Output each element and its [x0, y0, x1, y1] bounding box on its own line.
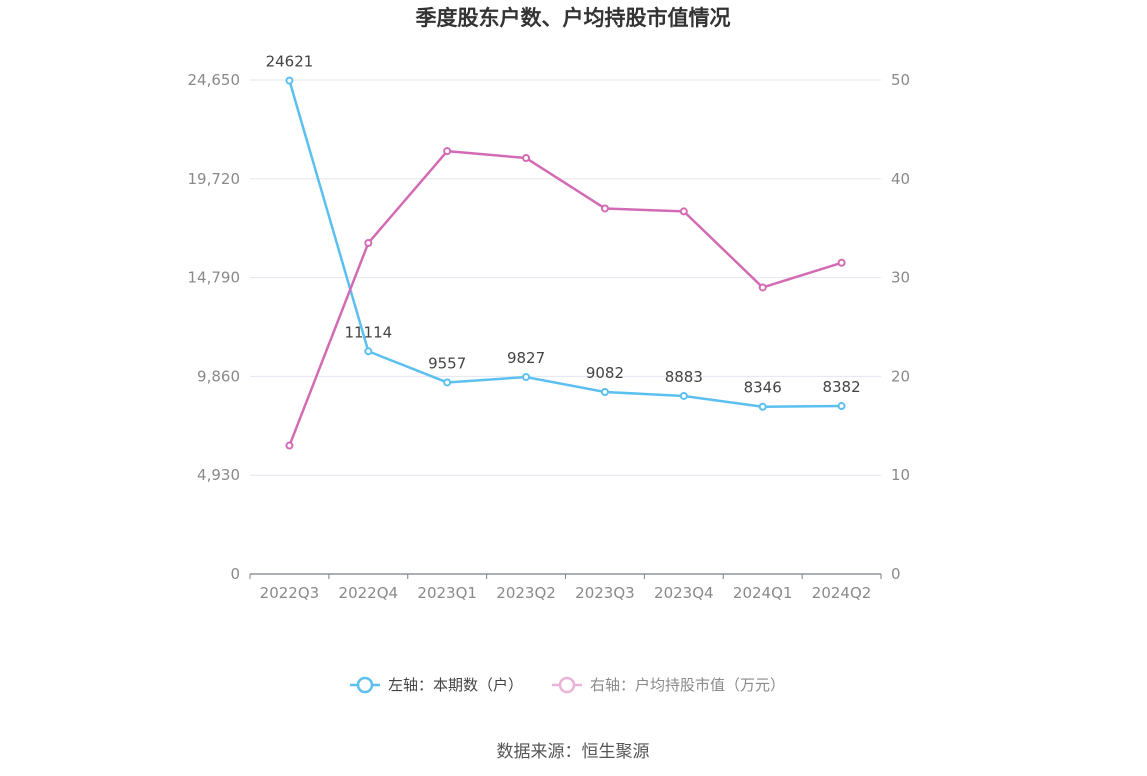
left-axis-tick-label: 19,720 — [188, 170, 241, 188]
x-axis-tick-label: 2023Q4 — [654, 584, 714, 602]
legend-marker — [558, 676, 576, 694]
x-axis-tick-label: 2024Q2 — [812, 584, 872, 602]
series-point-1[interactable] — [758, 283, 767, 292]
right-axis-tick-label: 20 — [891, 367, 910, 385]
source-note: 数据来源：恒生聚源 — [497, 742, 650, 762]
data-label: 11114 — [344, 323, 392, 341]
legend-item-0[interactable]: 左轴：本期数（户） — [350, 676, 523, 694]
x-axis-tick-label: 2022Q3 — [260, 584, 320, 602]
series-point-0[interactable] — [522, 373, 531, 382]
series — [285, 76, 846, 450]
data-label: 9827 — [507, 349, 545, 367]
legend[interactable]: 左轴：本期数（户） 右轴：户均持股市值（万元） — [350, 676, 785, 694]
data-label: 9082 — [586, 364, 624, 382]
right-axis-tick-label: 40 — [891, 170, 910, 188]
series-line-1 — [288, 149, 843, 447]
series-point-1[interactable] — [364, 239, 373, 248]
left-axis-tick-label: 4,930 — [197, 466, 240, 484]
right-axis-tick-label: 50 — [891, 71, 910, 89]
data-label: 24621 — [266, 53, 314, 71]
series-point-1[interactable] — [285, 441, 294, 450]
series-point-0[interactable] — [679, 391, 688, 400]
series-point-1[interactable] — [679, 207, 688, 216]
series-point-0[interactable] — [837, 402, 846, 411]
x-axis-tick-label: 2024Q1 — [733, 584, 793, 602]
left-axis-tick-label: 24,650 — [188, 71, 241, 89]
legend-label: 左轴：本期数（户） — [388, 676, 523, 694]
series-point-0[interactable] — [285, 76, 294, 85]
data-label: 9557 — [428, 354, 466, 372]
axes: 0 4,930 9,860 14,790 19,720 24,650 0 10 20 30 40 50… — [188, 71, 911, 602]
series-point-1[interactable] — [600, 204, 609, 213]
grid-lines — [250, 79, 881, 476]
x-axis-tick-label: 2023Q3 — [575, 584, 635, 602]
x-axis-tick-label: 2023Q1 — [417, 584, 477, 602]
series-point-1[interactable] — [443, 147, 452, 156]
right-axis-tick-label: 0 — [891, 565, 901, 583]
series-point-0[interactable] — [758, 402, 767, 411]
legend-label: 右轴：户均持股市值（万元） — [590, 676, 785, 694]
series-line-0 — [288, 79, 843, 408]
series-point-0[interactable] — [600, 387, 609, 396]
data-label: 8346 — [744, 379, 782, 397]
legend-item-1[interactable]: 右轴：户均持股市值（万元） — [552, 676, 785, 694]
legend-marker — [356, 676, 374, 694]
series-point-0[interactable] — [364, 347, 373, 356]
chart-title: 季度股东户数、户均持股市值情况 — [416, 6, 731, 30]
left-axis-tick-label: 0 — [230, 565, 240, 583]
left-axis-tick-label: 14,790 — [188, 269, 241, 287]
data-label: 8382 — [822, 378, 860, 396]
right-axis-tick-label: 30 — [891, 269, 910, 287]
data-labels: 24621 11114 9557 9827 9082 8883 8346 8382 — [266, 53, 861, 397]
data-label: 8883 — [665, 368, 703, 386]
series-point-1[interactable] — [837, 258, 846, 267]
series-point-1[interactable] — [522, 154, 531, 163]
x-axis-tick-label: 2023Q2 — [496, 584, 556, 602]
series-point-0[interactable] — [443, 378, 452, 387]
x-axis-tick-label: 2022Q4 — [339, 584, 399, 602]
right-axis-tick-label: 10 — [891, 466, 910, 484]
left-axis-tick-label: 9,860 — [197, 367, 240, 385]
